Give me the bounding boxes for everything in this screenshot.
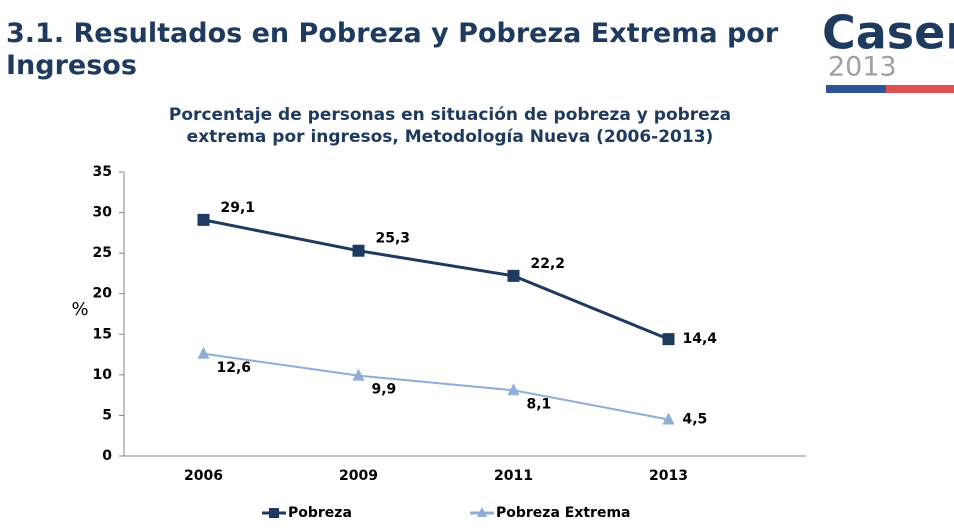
y-tick-label: 0: [102, 448, 112, 464]
legend-label: Pobreza Extrema: [496, 505, 631, 521]
slide-title: 3.1. Resultados en Pobreza y Pobreza Ext…: [6, 18, 779, 81]
x-tick-label: 2013: [649, 468, 688, 484]
marker: [197, 346, 210, 359]
x-tick-label: 2011: [494, 468, 533, 484]
series-line: [203, 218, 670, 341]
logo: Casen: [822, 6, 954, 60]
series-line: [203, 352, 669, 421]
marker: [662, 412, 675, 425]
y-axis-label: %: [71, 299, 88, 320]
data-label: 14,4: [683, 331, 718, 347]
data-label: 22,2: [531, 256, 566, 272]
x-tick-label: 2009: [339, 468, 378, 484]
chart-title: Porcentaje de personas en situación de p…: [168, 105, 732, 147]
data-label: 12,6: [217, 360, 252, 376]
data-label: 9,9: [372, 382, 397, 398]
y-tick-label: 20: [93, 286, 113, 302]
logo-year: 2013: [828, 52, 897, 83]
logo-bar: [826, 85, 886, 93]
marker: [507, 269, 520, 282]
data-label: 29,1: [221, 200, 256, 216]
legend-marker: [269, 508, 279, 518]
legend-marker: [477, 507, 487, 517]
data-label: 8,1: [527, 396, 552, 412]
data-label: 25,3: [376, 231, 411, 247]
y-tick-label: 30: [93, 205, 113, 221]
y-tick-label: 15: [93, 326, 112, 342]
data-label: 4,5: [683, 411, 708, 427]
marker: [662, 333, 675, 346]
logo-bar: [886, 85, 954, 93]
legend-label: Pobreza: [288, 505, 352, 521]
y-tick-label: 10: [93, 367, 113, 383]
marker: [197, 213, 210, 226]
marker: [352, 368, 365, 381]
marker: [352, 244, 365, 257]
y-tick-label: 5: [102, 407, 112, 423]
y-tick-label: 25: [93, 245, 112, 261]
x-tick-label: 2006: [184, 468, 223, 484]
marker: [507, 383, 520, 396]
y-tick-label: 35: [93, 164, 112, 180]
